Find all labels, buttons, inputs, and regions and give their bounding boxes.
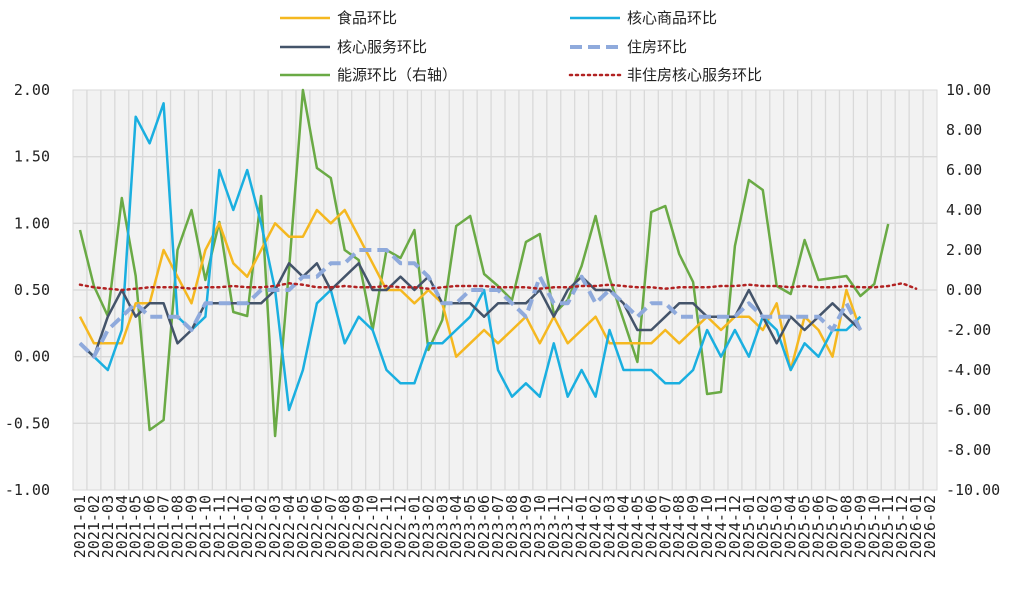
x-tick-label: 2022-02 [252, 495, 270, 558]
legend-label: 食品环比 [337, 9, 397, 27]
x-tick-label: 2021-12 [224, 495, 242, 558]
x-tick-label: 2021-03 [99, 495, 117, 558]
x-tick-label: 2024-05 [628, 495, 646, 558]
left-y-tick-label: -0.50 [5, 414, 50, 432]
series-line-3 [78, 248, 863, 359]
x-tick-label: 2024-06 [642, 495, 660, 558]
x-tick-label: 2026-01 [907, 495, 925, 558]
x-tick-label: 2023-10 [531, 495, 549, 558]
x-tick-label: 2022-07 [322, 495, 340, 558]
x-tick-label: 2021-05 [127, 495, 145, 558]
x-tick-label: 2024-02 [587, 495, 605, 558]
x-tick-label: 2025-12 [893, 495, 911, 558]
left-y-tick-label: 0.50 [14, 281, 50, 299]
x-tick-label: 2024-01 [573, 495, 591, 558]
x-tick-label: 2025-05 [796, 495, 814, 558]
x-tick-label: 2021-07 [155, 495, 173, 558]
x-tick-label: 2021-02 [85, 495, 103, 558]
x-tick-label: 2026-02 [921, 495, 939, 558]
x-tick-label: 2023-04 [447, 495, 465, 558]
x-tick-label: 2022-05 [294, 495, 312, 558]
x-tick-label: 2021-04 [113, 495, 131, 558]
x-tick-label: 2025-09 [851, 495, 869, 558]
x-tick-label: 2021-09 [182, 495, 200, 558]
right-y-tick-label: 10.00 [946, 81, 991, 99]
right-y-tick-label: 6.00 [946, 161, 982, 179]
x-tick-label: 2024-09 [684, 495, 702, 558]
right-y-tick-label: 8.00 [946, 121, 982, 139]
x-tick-label: 2022-12 [391, 495, 409, 558]
x-tick-label: 2023-09 [517, 495, 535, 558]
x-tick-label: 2024-04 [614, 495, 632, 558]
legend-label: 核心商品环比 [627, 9, 717, 27]
x-tick-label: 2024-11 [712, 495, 730, 558]
x-tick-label: 2023-12 [559, 495, 577, 558]
x-tick-label: 2023-08 [503, 495, 521, 558]
legend-label: 住房环比 [627, 38, 687, 56]
right-y-tick-label: -8.00 [946, 441, 991, 459]
right-y-tick-label: 0.00 [946, 281, 982, 299]
x-tick-label: 2023-01 [405, 495, 423, 558]
x-tick-label: 2023-03 [433, 495, 451, 558]
left-y-tick-label: 0.00 [14, 348, 50, 366]
x-tick-label: 2025-08 [837, 495, 855, 558]
x-tick-label: 2021-10 [196, 495, 214, 558]
x-tick-label: 2022-09 [350, 495, 368, 558]
left-y-tick-label: 1.50 [14, 148, 50, 166]
x-tick-label: 2025-06 [810, 495, 828, 558]
x-tick-label: 2025-11 [879, 495, 897, 558]
x-tick-label: 2024-10 [698, 495, 716, 558]
x-tick-label: 2025-03 [768, 495, 786, 558]
legend-label: 能源环比（右轴） [337, 66, 457, 84]
left-y-tick-label: -1.00 [5, 481, 50, 499]
x-tick-label: 2022-08 [336, 495, 354, 558]
x-tick-label: 2025-04 [782, 495, 800, 558]
x-tick-label: 2024-08 [670, 495, 688, 558]
x-tick-label: 2022-03 [266, 495, 284, 558]
x-tick-label: 2025-10 [865, 495, 883, 558]
left-y-tick-label: 2.00 [14, 81, 50, 99]
x-tick-label: 2023-07 [489, 495, 507, 558]
right-y-tick-label: 2.00 [946, 241, 982, 259]
x-tick-label: 2021-08 [169, 495, 187, 558]
x-tick-label: 2022-10 [364, 495, 382, 558]
right-y-tick-label: -4.00 [946, 361, 991, 379]
right-y-tick-label: -2.00 [946, 321, 991, 339]
x-tick-label: 2021-06 [141, 495, 159, 558]
x-tick-label: 2021-01 [71, 495, 89, 558]
legend-label: 非住房核心服务环比 [627, 66, 762, 84]
x-tick-label: 2022-11 [378, 495, 396, 558]
x-tick-label: 2023-02 [419, 495, 437, 558]
x-tick-label: 2021-11 [210, 495, 228, 558]
right-y-tick-label: 4.00 [946, 201, 982, 219]
x-tick-label: 2024-07 [656, 495, 674, 558]
legend-label: 核心服务环比 [337, 38, 427, 56]
x-tick-label: 2022-01 [238, 495, 256, 558]
x-tick-label: 2023-05 [461, 495, 479, 558]
right-y-tick-label: -10.00 [946, 481, 1000, 499]
x-tick-label: 2025-02 [754, 495, 772, 558]
x-tick-label: 2024-12 [726, 495, 744, 558]
x-tick-label: 2025-07 [823, 495, 841, 558]
x-tick-label: 2023-11 [545, 495, 563, 558]
x-tick-label: 2023-06 [475, 495, 493, 558]
x-tick-label: 2024-03 [601, 495, 619, 558]
x-tick-label: 2022-06 [308, 495, 326, 558]
x-tick-label: 2022-04 [280, 495, 298, 558]
x-tick-label: 2025-01 [740, 495, 758, 558]
right-y-tick-label: -6.00 [946, 401, 991, 419]
left-y-tick-label: 1.00 [14, 214, 50, 232]
